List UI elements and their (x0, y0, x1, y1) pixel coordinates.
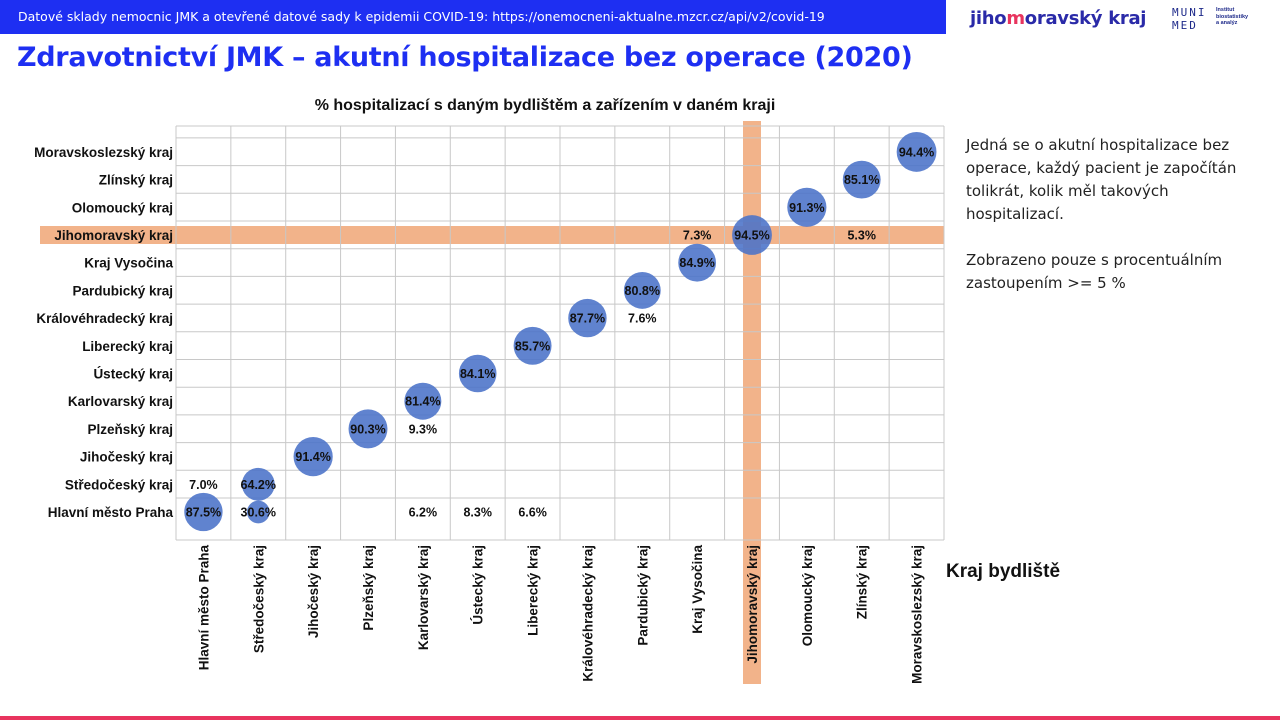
data-bubble (246, 500, 270, 524)
bottom-accent-line (0, 716, 1280, 720)
data-bubble (732, 215, 772, 255)
y-tick-label: Hlavní město Praha (48, 505, 174, 520)
data-label: 84.9% (679, 256, 714, 270)
data-bubble (787, 187, 827, 227)
y-tick-label: Ústecký kraj (93, 367, 173, 382)
x-tick-label: Olomoucký kraj (800, 545, 815, 646)
y-tick-label: Moravskoslezský kraj (34, 145, 173, 160)
data-bubble (623, 271, 661, 309)
data-label: 7.0% (189, 478, 218, 492)
data-label: 7.6% (628, 312, 657, 326)
highlight-column-band (743, 121, 761, 684)
data-bubble (896, 131, 937, 172)
x-tick-label: Středočeský kraj (251, 545, 266, 653)
y-tick-label: Plzeňský kraj (87, 422, 173, 437)
x-tick-label: Pardubický kraj (635, 545, 650, 646)
y-tick-label: Pardubický kraj (72, 283, 173, 298)
data-label: 6.6% (518, 506, 547, 520)
data-label: 81.4% (405, 395, 440, 409)
highlight-row-band (40, 226, 944, 244)
data-bubble (842, 160, 881, 199)
x-tick-labels: Hlavní město Praha Středočeský kraj Jihoče… (196, 545, 924, 684)
muni-med-logo: MUNI MED (1172, 6, 1207, 32)
logo-inst-line2: biostatistiky (1216, 13, 1249, 20)
chart-title: % hospitalizací s daným bydlištěm a zaří… (315, 97, 776, 114)
data-bubble (348, 409, 388, 449)
x-tick-label: Zlínský kraj (855, 545, 870, 619)
data-label: 5.3% (847, 229, 876, 243)
x-axis-title: Kraj bydliště (946, 561, 1060, 582)
data-label: 8.3% (463, 506, 492, 520)
logo-jmk-post: oravský kraj (1024, 8, 1147, 29)
data-bubble (458, 354, 497, 393)
x-tick-label: Kraj Vysočina (690, 545, 705, 634)
data-bubble (404, 382, 442, 420)
data-label: 84.1% (460, 367, 495, 381)
data-bubble (184, 492, 223, 532)
data-label: 9.3% (409, 422, 438, 436)
data-label: 87.5% (186, 506, 221, 520)
x-tick-label: Liberecký kraj (526, 545, 541, 636)
chart-bubbles (184, 131, 937, 532)
x-tick-label: Jihomoravský kraj (745, 545, 760, 664)
x-tick-label: Královéhradecký kraj (580, 545, 595, 682)
y-tick-label: Olomoucký kraj (72, 200, 173, 215)
logo-inst-line1: Institut (1216, 7, 1235, 13)
data-label: 85.1% (844, 173, 879, 187)
y-tick-label: Karlovarský kraj (68, 394, 173, 409)
logo-inst-line3: a analýz (1216, 20, 1238, 26)
chart-grid (175, 125, 945, 541)
logo-jmk-highlight: m (1006, 8, 1025, 29)
data-label: 94.4% (899, 145, 934, 159)
y-tick-label: Královéhradecký kraj (36, 311, 173, 326)
data-label: 6.2% (409, 506, 438, 520)
data-label: 87.7% (570, 312, 605, 326)
data-label: 7.3% (683, 229, 712, 243)
x-tick-label: Plzeňský kraj (361, 545, 376, 631)
x-tick-label: Moravskoslezský kraj (910, 545, 925, 684)
data-label: 90.3% (350, 422, 385, 436)
y-tick-labels: Hlavní město Praha Středočeský kraj Jihoče… (34, 145, 173, 520)
y-tick-label: Liberecký kraj (82, 339, 173, 354)
note-paragraph-2: Zobrazeno pouze s procentuálním zastoupe… (966, 251, 1223, 292)
data-bubble (513, 326, 552, 365)
logo-muni-line2: MED (1172, 19, 1198, 32)
data-label: 30.6% (241, 506, 276, 520)
data-bubble (568, 298, 607, 338)
highlight-bands (40, 121, 944, 684)
x-tick-label: Hlavní město Praha (196, 545, 211, 671)
data-label: 91.4% (295, 450, 330, 464)
logo-jmk-pre: jiho (970, 8, 1007, 29)
data-label: 94.5% (734, 229, 769, 243)
data-label: 64.2% (241, 478, 276, 492)
chart-note: Jedná se o akutní hospitalizace bez oper… (966, 134, 1256, 318)
x-tick-label: Ústecký kraj (471, 545, 486, 625)
y-tick-label: Středočeský kraj (65, 477, 173, 492)
data-label: 85.7% (515, 339, 550, 353)
data-labels: 87.5% 7.0% 30.6% 64.2% 91.4% 90.3% 6.2% 9.3% 81.… (186, 145, 935, 519)
x-tick-label: Jihočeský kraj (306, 545, 321, 638)
y-tick-label: Jihočeský kraj (80, 450, 173, 465)
data-bubble (241, 467, 275, 501)
institute-logo-text: Institut biostatistiky a analýz (1216, 7, 1248, 27)
jmk-logo: jihomoravský kraj (970, 8, 1146, 29)
note-paragraph-1: Jedná se o akutní hospitalizace bez oper… (966, 136, 1237, 223)
page-title: Zdravotnictví JMK – akutní hospitalizace… (17, 42, 913, 73)
data-bubble (678, 243, 717, 282)
y-tick-label: Kraj Vysočina (84, 256, 173, 271)
logo-muni-line1: MUNI (1172, 6, 1207, 19)
x-tick-label: Karlovarský kraj (416, 545, 431, 650)
data-label: 80.8% (625, 284, 660, 298)
source-banner: Datové sklady nemocnic JMK a otevřené da… (0, 0, 946, 34)
y-tick-label: Zlínský kraj (99, 173, 173, 188)
y-tick-label: Jihomoravský kraj (54, 228, 173, 243)
data-label: 91.3% (789, 201, 824, 215)
data-bubble (293, 437, 333, 477)
